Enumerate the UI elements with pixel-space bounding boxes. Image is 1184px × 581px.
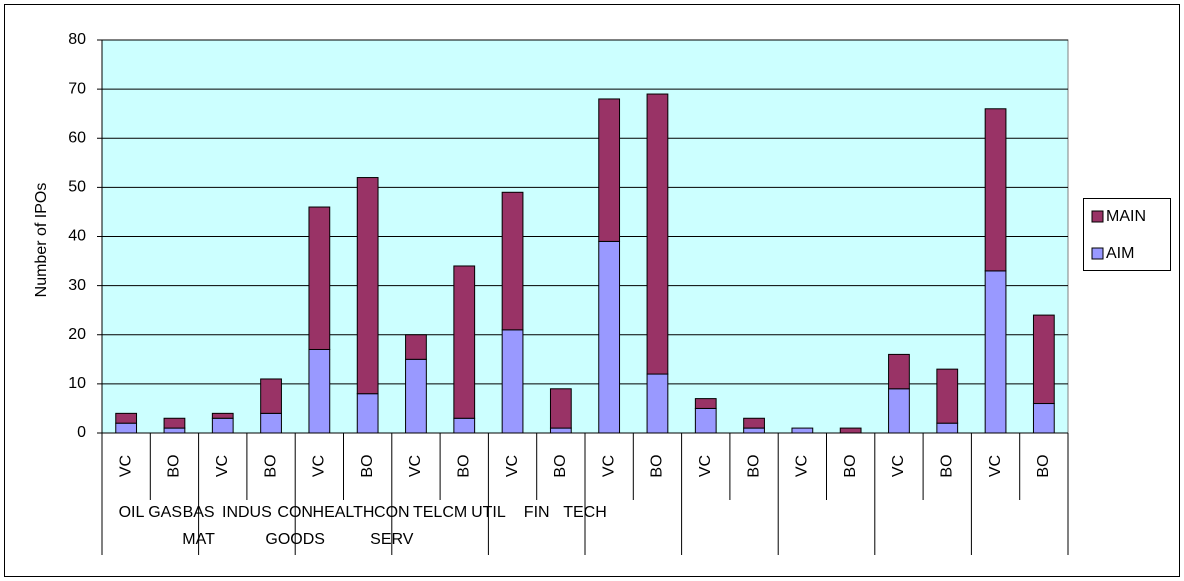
y-tick-label: 50 [68,179,86,196]
x-tick-label: VC [214,455,231,477]
y-tick-label: 20 [68,326,86,343]
bar-segment [598,98,621,242]
bar-segment [743,427,765,434]
group-label: OIL GAS [119,504,182,521]
bar-segment [356,177,379,395]
group-label: SERV [370,531,414,548]
bar-segment [888,353,910,390]
bar-segment [936,422,959,434]
x-tick-label: BO [1035,454,1052,477]
bar-segment [694,398,717,409]
group-label: BAS [183,504,215,521]
bar-segment [646,93,669,375]
bar-segment [260,378,282,414]
x-tick-label: BO [649,454,666,477]
x-tick-label: BO [842,454,859,477]
legend-swatch [1091,247,1104,260]
bar-segment [743,417,765,429]
bar-segment [260,412,282,434]
bar-segment [501,329,524,434]
group-label: INDUS [222,504,272,521]
bar-segment [936,368,959,424]
group-label: HEALTH [313,504,375,521]
bar-segment [115,412,138,424]
group-label: TECH [563,504,607,521]
group-label: FIN [524,504,550,521]
legend-label: AIM [1106,245,1134,262]
bar-segment [405,358,427,434]
group-label: GOODS [265,531,325,548]
bar-segment [984,270,1007,434]
x-tick-label: BO [166,454,183,477]
x-tick-label: VC [311,455,328,477]
group-label: UTIL [471,504,506,521]
group-label: TELCM [413,504,467,521]
bar-segment [791,427,814,434]
x-tick-label: VC [697,455,714,477]
bar-segment [694,407,717,434]
bar-segment [211,412,234,419]
bar-segment [453,265,476,419]
x-tick-label: BO [359,454,376,477]
bar-segment [549,388,572,429]
y-tick-label: 0 [77,424,86,441]
y-tick-label: 40 [68,228,86,245]
bar-segment [453,417,476,434]
bar-segment [115,422,138,434]
y-tick-label: 60 [68,129,86,146]
y-tick-label: 10 [68,375,86,392]
bar-segment [308,206,331,350]
bar-segment [163,427,186,434]
x-tick-label: BO [262,454,279,477]
y-tick-label: 80 [68,31,86,48]
x-tick-label: BO [455,454,472,477]
bar-segment [356,393,379,434]
x-tick-label: VC [794,455,811,477]
x-tick-label: VC [987,455,1004,477]
group-label: CON [277,504,313,521]
x-tick-label: BO [938,454,955,477]
bar-segment [501,191,524,331]
bar-segment [839,427,862,434]
group-label: CON [374,504,410,521]
x-tick-label: BO [552,454,569,477]
bar-segment [984,108,1007,272]
y-axis-label: Number of IPOs [33,183,50,298]
x-tick-label: BO [745,454,762,477]
y-tick-label: 30 [68,277,86,294]
bar-segment [646,373,669,434]
x-tick-label: VC [407,455,424,477]
x-tick-label: VC [504,455,521,477]
bar-segment [598,240,621,434]
y-tick-label: 70 [68,80,86,97]
group-label: MAT [182,531,215,548]
bar-segment [549,427,572,434]
x-tick-label: VC [117,455,134,477]
bar-segment [888,388,910,434]
x-tick-label: VC [890,455,907,477]
bar-segment [308,348,331,434]
legend-swatch [1091,210,1104,223]
bar-segment [163,417,186,429]
bar-segment [405,334,427,360]
legend-label: MAIN [1106,208,1146,225]
x-tick-label: VC [600,455,617,477]
bar-segment [1032,403,1055,434]
bar-segment [1032,314,1055,405]
bar-segment [211,417,234,434]
